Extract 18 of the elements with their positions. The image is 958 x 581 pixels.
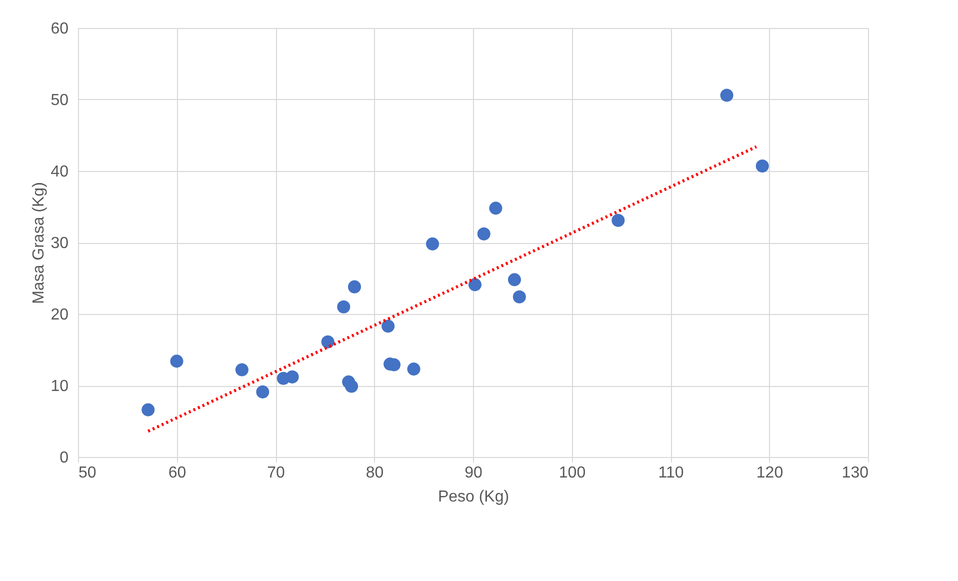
- y-tick-label: 60: [50, 20, 69, 38]
- x-tick-label: 100: [558, 464, 586, 482]
- y-tick-label: 30: [50, 235, 69, 252]
- y-axis-title: Masa Grasa (Kg): [30, 182, 48, 304]
- y-tick-label: 40: [50, 164, 69, 180]
- x-tick-label: 130: [842, 464, 869, 482]
- x-tick-label: 60: [168, 464, 186, 482]
- x-tick-label: 50: [78, 464, 96, 482]
- x-tick-label: 110: [658, 464, 684, 482]
- x-tick-label: 90: [464, 464, 482, 482]
- y-tick-label: 0: [60, 450, 69, 466]
- x-tick-label: 70: [267, 464, 285, 482]
- y-tick-label: 50: [50, 92, 69, 109]
- y-tick-label: 10: [50, 378, 69, 395]
- y-tick-label: 20: [50, 306, 69, 324]
- x-tick-label: 120: [756, 464, 784, 482]
- x-axis-title: Peso (Kg): [438, 488, 510, 506]
- x-tick-label: 80: [366, 464, 384, 482]
